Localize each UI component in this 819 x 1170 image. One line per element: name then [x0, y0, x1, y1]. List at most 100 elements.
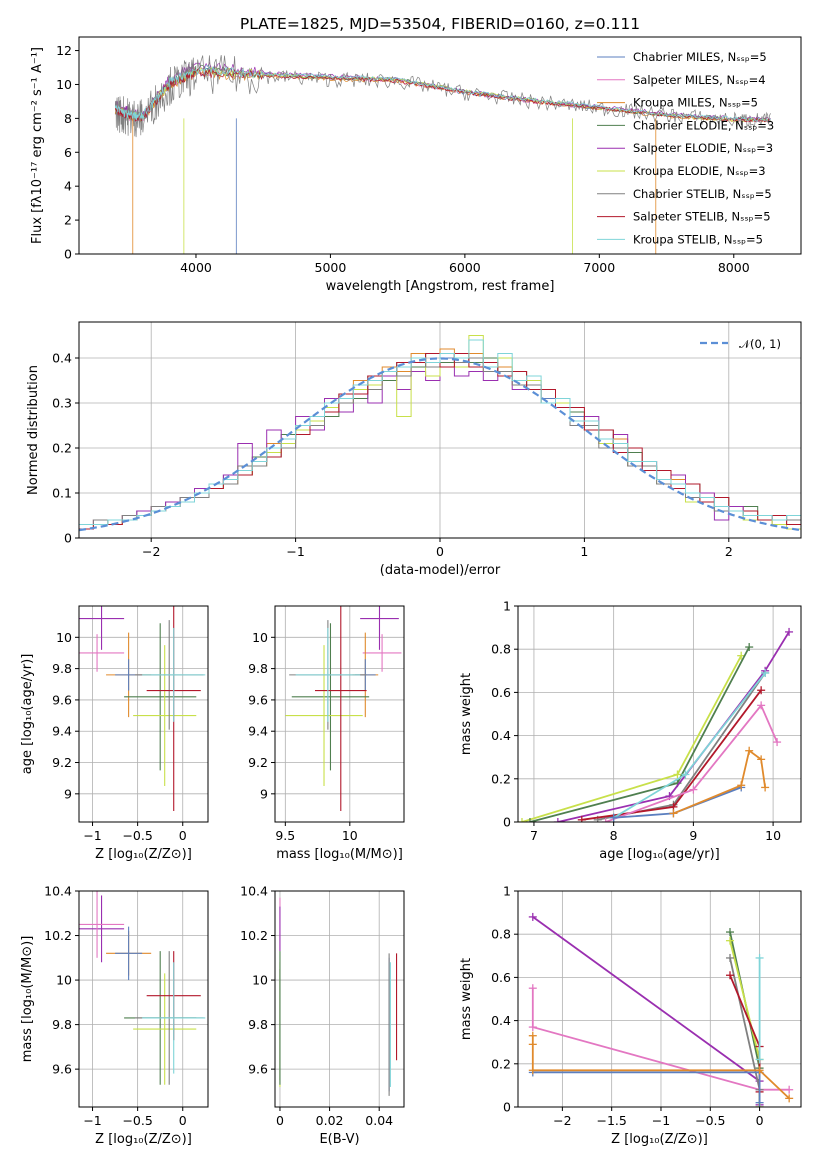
y-tick-label: 9.2 [52, 755, 72, 770]
y-tick-label: 0 [503, 1100, 511, 1115]
axes-frame [274, 890, 405, 1108]
y-tick-label: 10 [56, 973, 72, 988]
legend-entry: Salpeter ELODIE, Nₛₛₚ=3 [633, 141, 773, 155]
panel-4: 9.5 10 9 9.2 9.4 9.6 9.8 10 mass [log₁₀(M/M⊙)] [248, 605, 405, 862]
y-tick-label: 9.8 [52, 661, 72, 676]
panel-3: −1 −0.5 0 9 9.2 9.4 9.6 9.8 10 Z [log₁₀(Z/Z⊙)] age… [20, 605, 209, 862]
axes-frame [78, 605, 209, 823]
panel-7: 0 0.02 0.04 9.6 9.8 10 10.2 10.4 E(B-V) [240, 884, 405, 1147]
x-tick-label: 7 [530, 828, 538, 843]
x-tick-label: 9 [689, 828, 697, 843]
y-tick-label: 0.1 [52, 486, 72, 501]
y-tick-label: 0.8 [491, 927, 511, 942]
y-tick-label: 0.4 [491, 1013, 511, 1028]
data-layer [79, 335, 801, 538]
axes-frame [78, 890, 209, 1108]
x-tick-label: 0.02 [316, 1113, 344, 1128]
y-tick-label: 0 [503, 815, 511, 830]
x-tick-label: 0 [179, 1113, 187, 1128]
legend-entry: 𝒩(0, 1) [739, 337, 781, 351]
histogram-series-9 [79, 339, 801, 538]
y-tick-label: 9.8 [52, 1017, 72, 1032]
legend-entry: Chabrier STELIB, Nₛₛₚ=5 [633, 187, 772, 201]
y-tick-label: 6 [64, 145, 72, 160]
weight-series-2 [531, 988, 790, 1091]
data-layer [518, 627, 794, 822]
panel-2: −2 −1 0 1 2 0 0.1 0.2 0.3 0.4 (data-model)/error No… [26, 321, 802, 578]
y-tick-label: 8 [64, 111, 72, 126]
y-tick-label: 0 [64, 531, 72, 546]
axes-frame [274, 605, 405, 823]
x-tick-label: 10 [342, 828, 358, 843]
y-tick-label: 10 [252, 973, 268, 988]
x-tick-label: −0.5 [122, 828, 152, 843]
x-tick-label: 0 [179, 828, 187, 843]
y-tick-label: 0.6 [491, 685, 511, 700]
x-tick-label: 5000 [315, 260, 347, 275]
x-axis-label: (data-model)/error [380, 563, 501, 578]
x-axis-label: age [log₁₀(age/yr)] [599, 847, 720, 862]
x-tick-label: 2 [725, 544, 733, 559]
x-tick-label: −0.5 [695, 1113, 725, 1128]
x-axis-label: Z [log₁₀(Z/Z⊙)] [95, 1132, 192, 1147]
y-tick-label: 12 [56, 43, 72, 58]
y-tick-label: 9.4 [52, 724, 72, 739]
x-tick-label: −2 [142, 544, 160, 559]
y-tick-label: 10.2 [44, 928, 72, 943]
panel-8: −2 −1.5 −1 −0.5 0 0 0.2 0.4 0.6 0.8 1 Z [log₁₀(Z/Z⊙… [459, 884, 802, 1147]
y-tick-label: 1 [503, 599, 511, 614]
x-tick-label: −1 [286, 544, 304, 559]
y-tick-label: 0.4 [491, 728, 511, 743]
chart-title: PLATE=1825, MJD=53504, FIBERID=0160, z=0… [240, 15, 640, 33]
y-axis-label: Normed distribution [26, 365, 41, 495]
x-axis-label: wavelength [Angstrom, rest frame] [326, 279, 555, 294]
data-layer [528, 912, 794, 1107]
data-layer [285, 606, 402, 812]
x-axis-label: Z [log₁₀(Z/Z⊙)] [95, 847, 192, 862]
legend: Chabrier MILES, Nₛₛₚ=5 Salpeter MILES, Nₛ… [597, 50, 774, 246]
y-tick-label: 10.4 [44, 884, 72, 899]
y-tick-label: 10 [252, 630, 268, 645]
plot-panels: 4000 5000 6000 7000 8000024681012PLATE=1825,… [20, 15, 802, 1147]
x-tick-label: 0.04 [365, 1113, 393, 1128]
y-axis-label: Flux [fλ10⁻¹⁷ erg cm⁻² s⁻¹ A⁻¹] [30, 47, 45, 244]
weight-series-6 [605, 703, 778, 822]
axes-frame [517, 890, 802, 1108]
data-layer [114, 55, 771, 254]
x-tick-label: 8000 [718, 260, 750, 275]
x-axis-label: Z [log₁₀(Z/Z⊙)] [611, 1132, 708, 1147]
y-tick-label: 4 [64, 179, 72, 194]
axes-frame [517, 605, 802, 823]
y-tick-label: 0.6 [491, 970, 511, 985]
panel-5: 7 8 9 10 0 0.2 0.4 0.6 0.8 1 age [log₁₀(age/yr)] ma… [459, 599, 802, 862]
y-axis-label: mass weight [459, 673, 474, 755]
x-tick-label: 1 [580, 544, 588, 559]
y-tick-label: 10.4 [240, 884, 268, 899]
axes-frame [78, 36, 802, 255]
y-tick-label: 9 [64, 786, 72, 801]
legend-entry: Kroupa ELODIE, Nₛₛₚ=3 [633, 164, 766, 178]
x-tick-label: −1.5 [596, 1113, 626, 1128]
y-tick-label: 9.8 [248, 1017, 268, 1032]
x-tick-label: 8 [610, 828, 618, 843]
y-axis-label: age [log₁₀(age/yr)] [20, 654, 35, 775]
x-axis-label: E(B-V) [319, 1132, 359, 1147]
x-tick-label: 7000 [583, 260, 615, 275]
y-tick-label: 2 [64, 213, 72, 228]
y-tick-label: 10 [56, 77, 72, 92]
x-tick-label: 9.5 [275, 828, 295, 843]
x-tick-label: 0 [436, 544, 444, 559]
x-tick-label: −1 [652, 1113, 670, 1128]
y-tick-label: 10 [56, 630, 72, 645]
y-tick-label: 9.6 [52, 692, 72, 707]
legend-entry: Salpeter MILES, Nₛₛₚ=4 [633, 73, 766, 87]
y-tick-label: 1 [503, 884, 511, 899]
legend-entry: Kroupa STELIB, Nₛₛₚ=5 [633, 232, 763, 246]
y-axis-label: mass weight [459, 958, 474, 1040]
weight-series-5 [729, 957, 761, 1090]
x-tick-label: 0 [276, 1113, 284, 1128]
data-layer [79, 891, 206, 1085]
data-layer [79, 606, 206, 812]
y-axis-label: mass [log₁₀(M/M⊙)] [20, 936, 35, 1063]
